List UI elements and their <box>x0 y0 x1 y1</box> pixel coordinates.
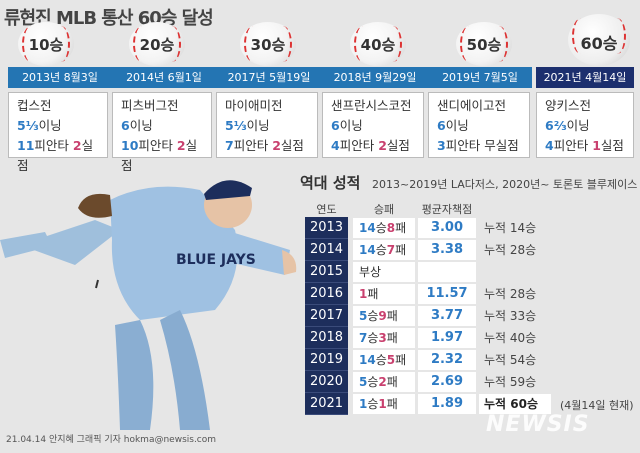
milestone-card: 양키스전 6⅔이닝 4피안타 1실점 <box>536 92 634 158</box>
opponent: 양키스전 <box>545 98 592 113</box>
era: 3.77 <box>418 306 476 326</box>
win-loss: 14승8패 <box>353 218 415 238</box>
milestone-date: 2018년 9월29일 <box>333 71 417 84</box>
milestone-label: 60승 <box>580 34 618 53</box>
table-row: 2016 1패 11.57 누적 28승 <box>305 283 555 305</box>
era: 1.97 <box>418 328 476 348</box>
milestone-date: 2014년 6월1일 <box>126 71 202 84</box>
milestone-card: 샌프란시스코전 6이닝 4피안타 2실점 <box>322 92 424 158</box>
baseball-icon: 20승 <box>129 22 185 66</box>
opponent: 피츠버그전 <box>121 98 179 113</box>
hits-runs: 3피안타 무실점 <box>437 138 519 153</box>
header-era: 평균자책점 <box>421 203 473 216</box>
table-row: 2017 5승9패 3.77 누적 33승 <box>305 305 555 327</box>
table-row: 2014 14승7패 3.38 누적 28승 <box>305 239 555 261</box>
cumulative: 누적 33승 <box>484 309 537 323</box>
header-year: 연도 <box>316 203 337 216</box>
year-column <box>305 217 348 415</box>
year: 2020 <box>305 371 348 393</box>
as-of-note: (4월14일 현재) <box>560 399 634 412</box>
year: 2016 <box>305 283 348 305</box>
era: 1.89 <box>418 394 476 414</box>
hits-runs: 7피안타 2실점 <box>225 138 304 153</box>
baseball-icon: 10승 <box>18 22 74 66</box>
jersey-text: BLUE JAYS <box>176 252 256 268</box>
year: 2018 <box>305 327 348 349</box>
cumulative: 누적 54승 <box>484 353 537 367</box>
opponent: 컵스전 <box>17 98 52 113</box>
year: 2013 <box>305 217 348 239</box>
hits-runs: 10피안타 2실점 <box>121 138 198 173</box>
milestone-date: 2013년 8월3일 <box>22 71 98 84</box>
date-band <box>8 67 532 88</box>
table-row: 2021 1승1패 1.89 누적 60승 <box>305 393 555 415</box>
baseball-icon: 60승 <box>568 14 630 66</box>
win-loss: 부상 <box>353 262 415 282</box>
header-wl: 승패 <box>373 203 395 216</box>
opponent: 마이애미전 <box>225 98 283 113</box>
cumulative <box>479 262 551 282</box>
milestone-card: 피츠버그전 6이닝 10피안타 2실점 <box>112 92 212 173</box>
year: 2021 <box>305 393 348 415</box>
era: 3.00 <box>418 218 476 238</box>
milestone-label: 20승 <box>139 36 175 54</box>
milestone-date: 2017년 5월19일 <box>227 71 311 84</box>
opponent: 샌디에이고전 <box>437 98 507 113</box>
year: 2015 <box>305 261 348 283</box>
baseball-icon: 40승 <box>350 22 406 66</box>
win-loss: 14승5패 <box>353 350 415 370</box>
milestone-card: 마이애미전 5⅓이닝 7피안타 2실점 <box>216 92 318 158</box>
milestone-card: 샌디에이고전 6이닝 3피안타 무실점 <box>428 92 530 158</box>
table-row: 2013 14승8패 3.00 누적 14승 <box>305 217 555 239</box>
innings: 6이닝 <box>437 118 469 133</box>
innings: 5⅓이닝 <box>225 118 270 133</box>
baseball-icon: 30승 <box>240 22 296 66</box>
milestone-label: 10승 <box>28 36 64 54</box>
innings: 6⅔이닝 <box>545 118 590 133</box>
milestone-card: 컵스전 5⅓이닝 11피안타 2실점 <box>8 92 108 173</box>
pitcher-illustration: BLUE JAYS <box>0 180 297 430</box>
credit-line: 21.04.14 안지혜 그래픽 기자 hokma@newsis.com <box>6 435 217 445</box>
cumulative: 누적 28승 <box>484 243 537 257</box>
year: 2014 <box>305 239 348 261</box>
win-loss: 7승3패 <box>353 328 415 348</box>
win-loss: 1패 <box>353 284 415 304</box>
table-row: 2019 14승5패 2.32 누적 54승 <box>305 349 555 371</box>
cumulative: 누적 14승 <box>484 221 537 235</box>
era: 3.38 <box>418 240 476 260</box>
cumulative: 누적 59승 <box>484 375 537 389</box>
innings: 6이닝 <box>331 118 363 133</box>
opponent: 샌프란시스코전 <box>331 98 412 113</box>
win-loss: 5승9패 <box>353 306 415 326</box>
stats-subtitle: 2013~2019년 LA다저스, 2020년~ 토론토 블루제이스 <box>372 178 638 191</box>
baseball-icon: 50승 <box>456 22 512 66</box>
watermark: NEWSIS <box>486 412 590 437</box>
year: 2019 <box>305 349 348 371</box>
milestone-date: 2019년 7월5일 <box>442 71 518 84</box>
era: 2.69 <box>418 372 476 392</box>
era: 11.57 <box>418 284 476 304</box>
era: 2.32 <box>418 350 476 370</box>
table-row: 2015 부상 <box>305 261 555 283</box>
era <box>418 262 476 282</box>
milestone-label: 30승 <box>250 36 286 54</box>
win-loss: 14승7패 <box>353 240 415 260</box>
stats-title: 역대 성적 <box>300 174 361 192</box>
table-row: 2020 5승2패 2.69 누적 59승 <box>305 371 555 393</box>
hits-runs: 4피안타 2실점 <box>331 138 410 153</box>
hits-runs: 4피안타 1실점 <box>545 138 624 153</box>
milestone-label: 50승 <box>466 36 502 54</box>
milestone-date-highlight: 2021년 4월14일 <box>536 67 634 88</box>
milestone-label: 40승 <box>360 36 396 54</box>
innings: 5⅓이닝 <box>17 118 62 133</box>
cumulative: 누적 28승 <box>484 287 537 301</box>
hits-runs: 11피안타 2실점 <box>17 138 94 173</box>
win-loss: 1승1패 <box>353 394 415 414</box>
cumulative: 누적 60승 <box>479 394 551 414</box>
win-loss: 5승2패 <box>353 372 415 392</box>
innings: 6이닝 <box>121 118 153 133</box>
year: 2017 <box>305 305 348 327</box>
table-row: 2018 7승3패 1.97 누적 40승 <box>305 327 555 349</box>
cumulative: 누적 40승 <box>484 331 537 345</box>
